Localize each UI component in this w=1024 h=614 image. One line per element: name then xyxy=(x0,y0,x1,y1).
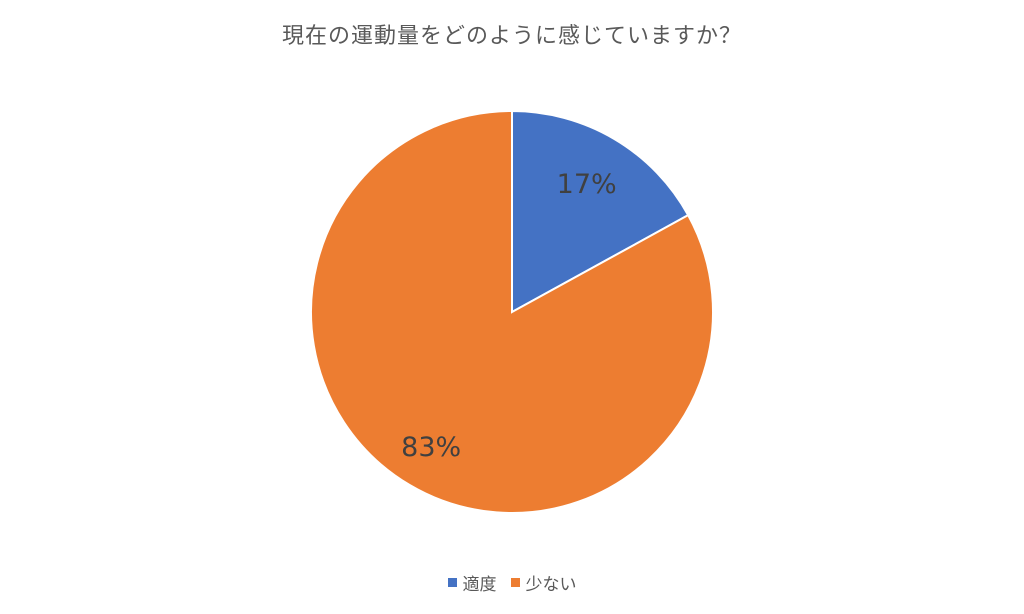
legend-swatch-adequate xyxy=(447,578,457,587)
legend-label-little: 少ない xyxy=(525,575,577,595)
chart-title: 現在の運動量をどのように感じていますか？ xyxy=(281,24,742,49)
legend-label-adequate: 適度 xyxy=(462,575,497,595)
legend-swatch-little xyxy=(510,578,520,587)
legend-item-little: 少ない xyxy=(510,570,577,595)
data-label-little: 83% xyxy=(401,432,461,463)
pie-slice-adequate xyxy=(511,109,690,314)
data-label-adequate: 17% xyxy=(557,169,617,200)
legend-item-adequate: 適度 xyxy=(447,570,497,595)
pie-slice-little xyxy=(310,109,714,514)
legend: 適度 少ない xyxy=(0,570,1024,595)
